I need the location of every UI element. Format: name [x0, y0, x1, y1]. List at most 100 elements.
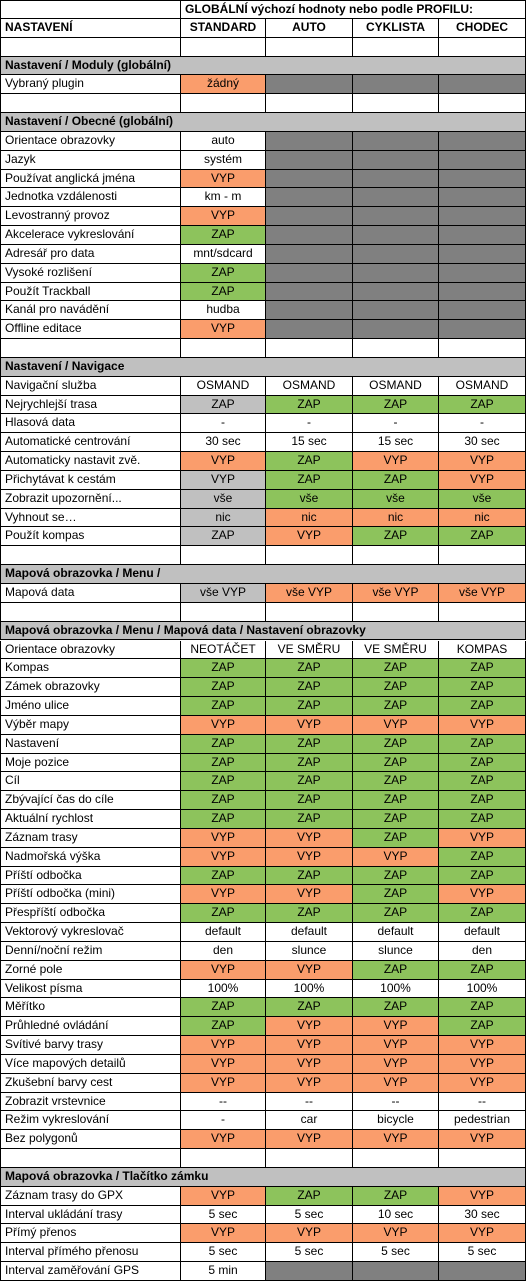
blank-cell — [181, 339, 266, 358]
value-cell: car — [266, 1111, 353, 1131]
value-cell: VYP — [181, 1186, 266, 1206]
row-label: Mapová data — [0, 583, 181, 603]
value-cell: ZAP — [266, 659, 353, 679]
row-label: Nadmořská výška — [0, 847, 181, 867]
value-cell — [353, 244, 439, 264]
column-header: AUTO — [266, 18, 353, 38]
value-cell: ZAP — [353, 772, 439, 792]
value-cell — [353, 301, 439, 321]
value-cell: VYP — [439, 1054, 526, 1074]
row-label: Navigační služba — [0, 376, 181, 396]
value-cell: 15 sec — [266, 433, 353, 453]
blank-cell — [353, 1149, 439, 1168]
value-cell: 30 sec — [439, 433, 526, 453]
value-cell — [266, 1262, 353, 1281]
value-cell: ZAP — [439, 1017, 526, 1037]
value-cell: ZAP — [353, 904, 439, 924]
value-cell — [353, 131, 439, 151]
row-label: Záznam trasy do GPX — [0, 1186, 181, 1206]
value-cell: ZAP — [181, 1017, 266, 1037]
value-cell — [353, 207, 439, 227]
value-cell: nic — [266, 508, 353, 528]
value-cell: VYP — [439, 828, 526, 848]
value-cell: VYP — [439, 1130, 526, 1150]
value-cell: VYP — [266, 885, 353, 905]
value-cell: ZAP — [439, 847, 526, 867]
blank-cell — [353, 339, 439, 358]
value-cell: 5 sec — [181, 1205, 266, 1225]
value-cell: ZAP — [266, 810, 353, 829]
blank-cell — [353, 546, 439, 566]
value-cell: 5 min — [181, 1262, 266, 1281]
blank-cell — [439, 94, 526, 114]
value-cell: VE SMĚRU — [353, 640, 439, 660]
value-cell: VYP — [181, 960, 266, 980]
row-label: Cíl — [0, 772, 181, 792]
value-cell: VYP — [181, 320, 266, 340]
value-cell: ZAP — [439, 810, 526, 829]
value-cell: VYP — [266, 828, 353, 848]
value-cell: VYP — [353, 1036, 439, 1055]
value-cell: 100% — [353, 979, 439, 999]
value-cell: ZAP — [353, 828, 439, 848]
row-label: Kanál pro navádění — [0, 301, 181, 321]
value-cell: ZAP — [439, 791, 526, 811]
value-cell: NEOTÁČET — [181, 640, 266, 660]
value-cell: VYP — [266, 847, 353, 867]
row-label: Zorné pole — [0, 960, 181, 980]
value-cell — [353, 282, 439, 302]
header-title: GLOBÁLNÍ výchozí hodnoty nebo podle PROF… — [181, 0, 526, 19]
blank-cell — [181, 1149, 266, 1168]
value-cell: ZAP — [439, 734, 526, 754]
value-cell: OSMAND — [266, 376, 353, 396]
value-cell: žádný — [181, 75, 266, 95]
row-label: Průhledné ovládání — [0, 1017, 181, 1037]
value-cell: ZAP — [266, 904, 353, 924]
blank-cell — [0, 546, 181, 566]
value-cell: km - m — [181, 188, 266, 208]
blank-cell — [181, 94, 266, 114]
value-cell: nic — [439, 508, 526, 528]
value-cell: vše — [181, 489, 266, 509]
row-label: Zobrazit vrstevnice — [0, 1092, 181, 1112]
value-cell: VYP — [181, 169, 266, 189]
value-cell: VYP — [439, 1073, 526, 1093]
value-cell: VYP — [353, 1130, 439, 1150]
value-cell: VYP — [439, 885, 526, 905]
value-cell: ZAP — [181, 527, 266, 547]
blank-cell — [439, 546, 526, 566]
value-cell: ZAP — [181, 659, 266, 679]
value-cell: VYP — [181, 715, 266, 735]
value-cell — [439, 301, 526, 321]
value-cell: VYP — [353, 847, 439, 867]
value-cell: - — [181, 1111, 266, 1131]
section-title: Mapová obrazovka / Menu / Mapová data / … — [0, 621, 526, 641]
value-cell: ZAP — [266, 697, 353, 716]
value-cell: ZAP — [266, 470, 353, 490]
value-cell: ZAP — [181, 678, 266, 697]
value-cell: vše VYP — [266, 583, 353, 603]
value-cell: ZAP — [266, 395, 353, 415]
row-label: Automatické centrování — [0, 433, 181, 453]
row-label: Zámek obrazovky — [0, 678, 181, 697]
value-cell: VYP — [353, 1224, 439, 1244]
value-cell: ZAP — [353, 866, 439, 886]
value-cell: 100% — [439, 979, 526, 999]
value-cell: ZAP — [353, 791, 439, 811]
blank-cell — [439, 37, 526, 57]
value-cell: 5 sec — [266, 1243, 353, 1263]
row-label: Režim vykreslování — [0, 1111, 181, 1131]
value-cell — [439, 150, 526, 170]
value-cell: ZAP — [266, 772, 353, 792]
value-cell: ZAP — [439, 527, 526, 547]
row-label: Automaticky nastavit zvě. — [0, 452, 181, 471]
column-header: NASTAVENÍ — [0, 18, 181, 38]
value-cell: vše — [439, 489, 526, 509]
value-cell: 5 sec — [266, 1205, 353, 1225]
blank-cell — [266, 602, 353, 622]
value-cell: default — [439, 923, 526, 942]
value-cell: VYP — [181, 1073, 266, 1093]
row-label: Nejrychlejší trasa — [0, 395, 181, 415]
value-cell: VYP — [353, 1054, 439, 1074]
value-cell — [353, 320, 439, 340]
